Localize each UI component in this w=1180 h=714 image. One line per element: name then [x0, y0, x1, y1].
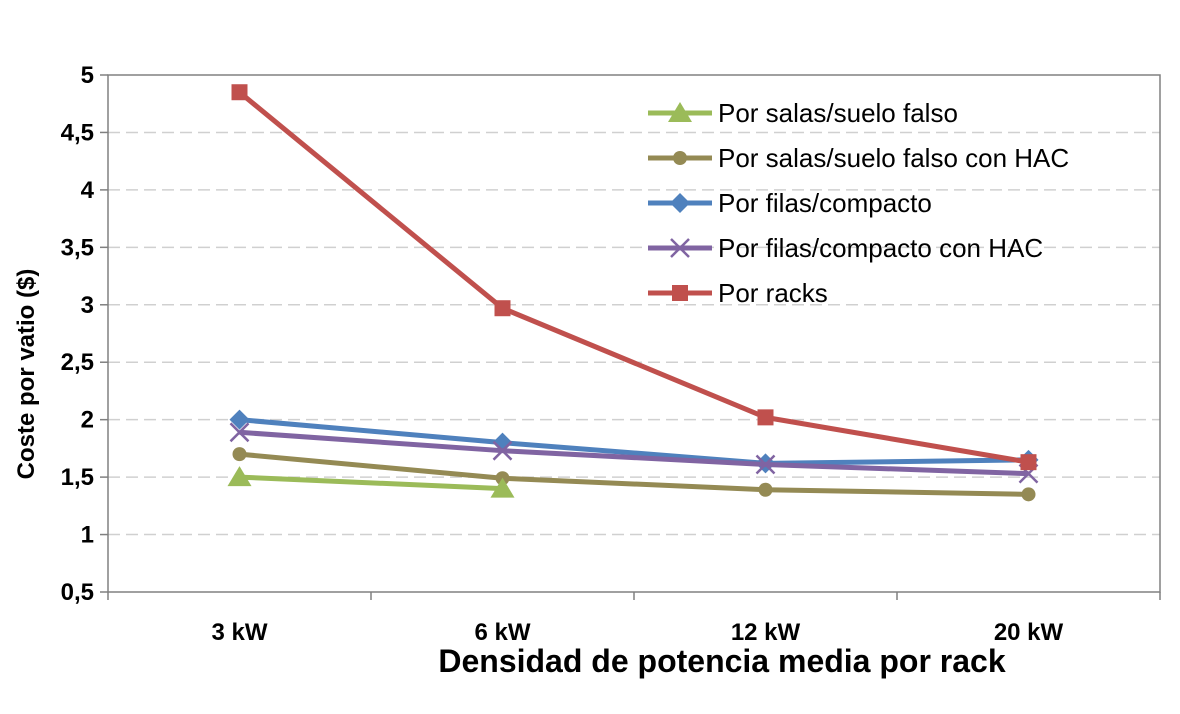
- legend-marker: [670, 238, 690, 258]
- legend-marker: [672, 285, 688, 301]
- data-point: [757, 409, 774, 426]
- y-tick-label: 0,5: [61, 579, 94, 606]
- series-line: [239, 429, 1029, 477]
- data-point: [227, 466, 252, 487]
- data-point: [758, 482, 773, 497]
- y-axis-title: Coste por vatio ($): [13, 269, 40, 480]
- data-point: [490, 477, 515, 498]
- data-point: [231, 84, 248, 101]
- data-point: [492, 440, 513, 461]
- legend-marker: [670, 193, 690, 213]
- series-line: [239, 474, 503, 492]
- data-point: [1021, 487, 1036, 502]
- y-tick-label: 1: [81, 522, 94, 549]
- legend-item: Por filas/compacto con HAC: [648, 233, 1043, 263]
- x-tick-label: 6 kW: [474, 619, 530, 646]
- legend-item: Por salas/suelo falso: [648, 98, 958, 128]
- legend-item: Por racks: [648, 278, 828, 308]
- legend-item: Por salas/suelo falso con HAC: [648, 143, 1069, 173]
- legend-label: Por filas/compacto con HAC: [718, 233, 1043, 263]
- x-axis-title: Densidad de potencia media por rack: [438, 643, 1005, 679]
- y-tick-label: 5: [81, 62, 94, 89]
- data-point: [755, 454, 776, 475]
- legend-label: Por filas/compacto: [718, 188, 932, 218]
- legend-label: Por racks: [718, 278, 828, 308]
- y-tick-label: 4: [81, 177, 95, 204]
- data-point: [229, 422, 250, 443]
- y-tick-label: 3,5: [61, 234, 94, 261]
- y-tick-label: 1,5: [61, 464, 94, 491]
- legend: Por salas/suelo falso Por salas/suelo fal…: [648, 98, 1069, 308]
- data-point: [492, 432, 513, 453]
- y-tick-label: 2,5: [61, 349, 94, 376]
- series-line: [237, 90, 1029, 465]
- data-point: [229, 409, 250, 430]
- legend-label: Por salas/suelo falso con HAC: [718, 143, 1069, 173]
- series-por-salas-suelo-falso-con-hac: [232, 447, 1036, 502]
- data-point: [494, 300, 511, 317]
- legend-label: Por salas/suelo falso: [718, 98, 958, 128]
- x-tick-label: 20 kW: [994, 619, 1064, 646]
- series-por-salas-suelo-falso: [227, 466, 515, 498]
- series-line: [239, 417, 1029, 466]
- y-tick-label: 3: [81, 292, 94, 319]
- series-por-racks: [231, 84, 1037, 471]
- y-tick-label: 2: [81, 407, 94, 434]
- legend-item: Por filas/compacto: [648, 188, 932, 218]
- x-tick-label: 12 kW: [731, 619, 801, 646]
- axes: 0,5 1 1,5 2 2,5 3 3,5 4 4,5 5 3 kW 6 kW 12 kW 20 kW: [61, 62, 1161, 646]
- data-point: [232, 447, 247, 462]
- series-lines: [227, 84, 1039, 502]
- y-tick-label: 4,5: [61, 119, 94, 146]
- legend-marker: [668, 102, 692, 122]
- x-tick-label: 3 kW: [211, 619, 267, 646]
- data-point: [1020, 454, 1037, 471]
- legend-marker: [673, 151, 687, 165]
- series-line: [239, 451, 1029, 497]
